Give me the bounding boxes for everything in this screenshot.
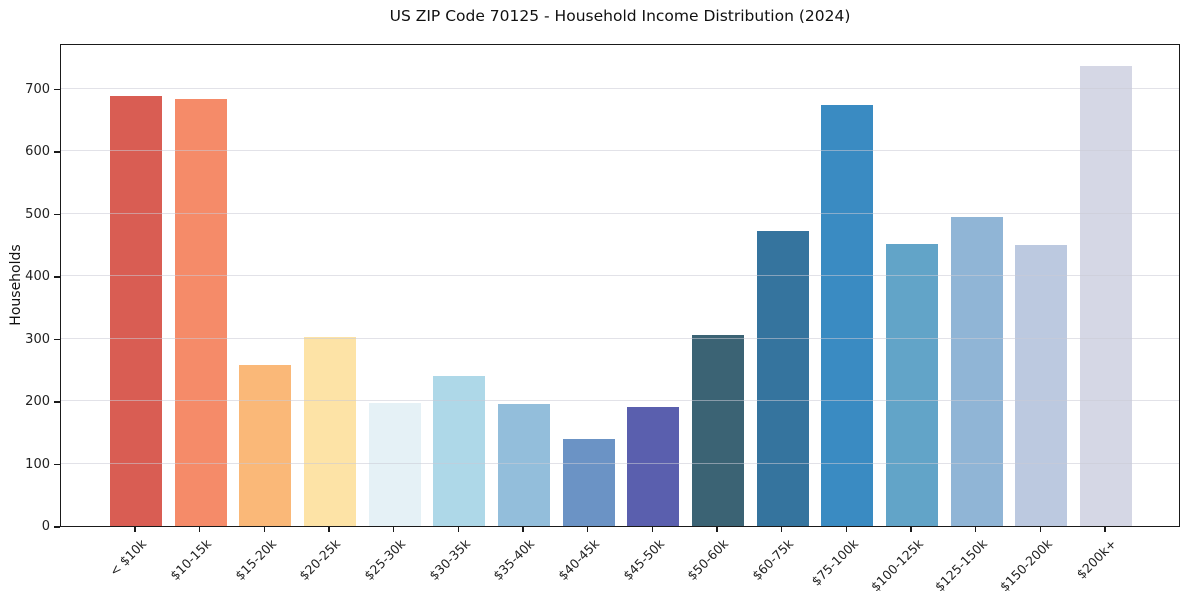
bar-9: [627, 406, 680, 526]
x-tick-label: $20-25k: [296, 536, 344, 584]
bar-2: [174, 98, 227, 526]
plot-area: [60, 44, 1180, 527]
chart-title: US ZIP Code 70125 - Household Income Dis…: [389, 7, 851, 25]
y-tick-label: 300: [25, 331, 50, 347]
x-tick-mark: [328, 527, 330, 532]
x-tick-mark: [263, 527, 266, 532]
gridline: [61, 337, 1179, 339]
x-tick-label: $125-150k: [931, 536, 991, 594]
bar-1: [110, 96, 162, 526]
x-tick-label: $30-35k: [425, 536, 473, 584]
x-tick-label: $10-15k: [167, 536, 215, 584]
y-tick-label: 100: [25, 456, 50, 472]
x-tick-label: $60-75k: [749, 536, 797, 584]
y-tick-label: 500: [25, 206, 50, 222]
bar-14: [950, 216, 1003, 526]
y-tick-mark: [54, 526, 60, 528]
y-tick-label: 0: [41, 519, 50, 534]
y-tick-label: 200: [25, 394, 50, 410]
y-tick-mark: [54, 463, 60, 466]
x-tick-mark: [586, 527, 589, 532]
x-tick-mark: [716, 527, 718, 532]
x-tick-label: $75-100k: [808, 536, 861, 589]
y-tick-mark: [54, 401, 60, 403]
x-tick-mark: [522, 527, 524, 532]
x-tick-mark: [457, 527, 460, 532]
x-tick-label: $35-40k: [490, 536, 538, 584]
bar-13: [886, 243, 938, 526]
x-tick-label: $100-125k: [867, 536, 926, 594]
bar-7: [498, 403, 550, 526]
y-tick-label: 600: [25, 144, 50, 160]
gridline: [61, 212, 1179, 214]
bar-10: [692, 334, 744, 526]
bar-15: [1015, 244, 1068, 526]
x-tick-mark: [780, 527, 783, 532]
x-tick-mark: [974, 527, 977, 532]
x-tick-label: $25-30k: [361, 536, 409, 584]
x-tick-mark: [134, 527, 136, 532]
x-tick-label: $45-50k: [619, 536, 667, 584]
y-axis-label: Households: [8, 244, 24, 326]
gridline: [61, 400, 1179, 402]
bar-3: [239, 364, 292, 526]
x-tick-mark: [845, 527, 848, 532]
bar-11: [756, 231, 809, 526]
bar-4: [304, 337, 356, 526]
x-tick-mark: [198, 527, 201, 532]
x-tick-mark: [392, 527, 395, 532]
x-tick-label: $40-45k: [555, 536, 603, 584]
y-tick-mark: [54, 338, 60, 341]
x-tick-mark: [910, 527, 912, 532]
x-tick-mark: [1104, 527, 1106, 532]
x-tick-label: $150-200k: [996, 536, 1055, 594]
bar-6: [433, 376, 486, 526]
x-tick-label: $200k+: [1073, 536, 1120, 582]
y-tick-mark: [54, 276, 60, 278]
gridline: [61, 150, 1179, 152]
y-tick-mark: [54, 213, 60, 216]
bar-16: [1080, 66, 1132, 526]
y-tick-mark: [54, 88, 60, 91]
y-tick-label: 400: [25, 269, 50, 285]
gridline: [61, 462, 1179, 464]
x-tick-mark: [651, 527, 654, 532]
bar-8: [562, 438, 615, 526]
gridline: [61, 87, 1179, 89]
bar-12: [821, 105, 874, 526]
x-tick-label: < $10k: [106, 536, 150, 579]
x-tick-label: $50-60k: [684, 536, 732, 584]
bar-5: [368, 402, 421, 526]
y-tick-label: 700: [25, 81, 50, 97]
gridline: [61, 275, 1179, 277]
y-tick-mark: [54, 151, 60, 153]
x-tick-mark: [1039, 527, 1042, 532]
x-tick-label: $15-20k: [231, 536, 279, 584]
